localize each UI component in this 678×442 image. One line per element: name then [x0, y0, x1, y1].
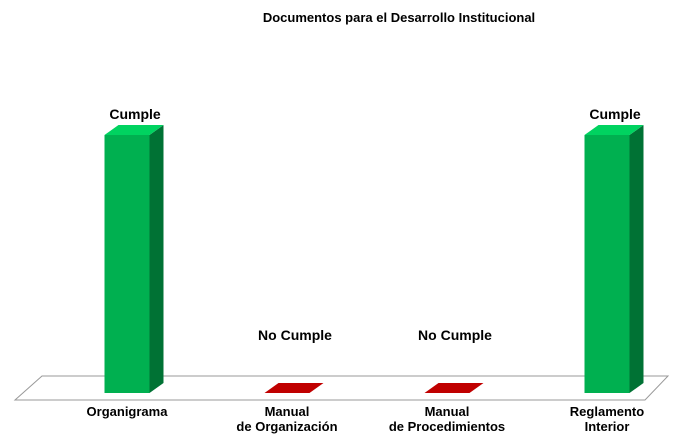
x-tick-label: Reglamento Interior	[569, 404, 645, 434]
bar-front	[104, 135, 150, 393]
bar	[264, 383, 324, 393]
value-label: Cumple	[109, 106, 161, 122]
x-tick-label: Organigrama	[86, 404, 168, 419]
bar-top	[264, 383, 324, 393]
bar-front	[584, 135, 630, 393]
floor	[13, 375, 670, 401]
bar-top	[424, 383, 484, 393]
bar-side	[629, 125, 644, 393]
bar	[584, 125, 644, 393]
value-label: No Cumple	[258, 327, 332, 343]
bar-top	[584, 125, 644, 135]
chart-title: Documentos para el Desarrollo Institucio…	[263, 10, 535, 25]
value-label: No Cumple	[418, 327, 492, 343]
bar	[104, 125, 164, 393]
bar-top	[104, 125, 164, 135]
x-tick-label: Manual de Organización	[236, 404, 338, 434]
bar	[424, 383, 484, 393]
bar-side	[149, 125, 164, 393]
value-label: Cumple	[589, 106, 641, 122]
x-tick-label: Manual de Procedimientos	[388, 404, 506, 434]
